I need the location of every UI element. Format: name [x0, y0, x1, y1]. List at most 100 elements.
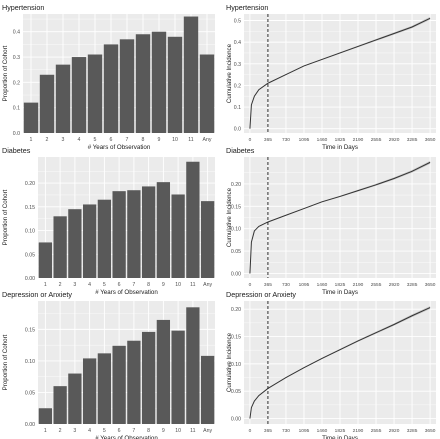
bar [97, 199, 112, 278]
bar [200, 355, 215, 424]
y-tick-label: 0.15 [25, 327, 35, 333]
bar [55, 64, 71, 133]
x-tick-label: 7 [126, 137, 129, 143]
x-tick-label: Any [203, 282, 212, 288]
chart-title: Hypertension [2, 3, 44, 12]
chart-title: Hypertension [226, 3, 268, 12]
y-tick-label: 0.00 [25, 422, 35, 428]
bar [167, 36, 183, 134]
series-line [249, 161, 431, 274]
x-tick-label: 5 [103, 282, 106, 288]
y-axis-label: Proportion of Cohort [2, 45, 9, 101]
x-tick-label: 0 [249, 282, 252, 288]
bar [87, 54, 103, 134]
x-tick-label: Any [203, 428, 212, 434]
y-tick-label: 0.05 [25, 390, 35, 396]
bar [82, 204, 97, 278]
bar [141, 331, 156, 424]
y-tick-label: 0.3 [234, 62, 241, 68]
x-axis-label: Time in Days [322, 144, 358, 151]
x-tick-label: 5 [103, 428, 106, 434]
bar [112, 345, 126, 424]
bar [151, 31, 167, 133]
x-tick-label: 365 [264, 282, 272, 288]
x-tick-label: 7 [132, 282, 135, 288]
y-axis-label: Cumulative Incidence [226, 187, 233, 247]
x-tick-label: 3 [73, 428, 76, 434]
x-tick-label: 9 [162, 282, 165, 288]
x-tick-label: 4 [78, 137, 81, 143]
y-axis-label: Cumulative Incidence [226, 43, 233, 103]
x-tick-label: 730 [282, 282, 290, 288]
y-tick-label: 0.00 [25, 276, 35, 282]
x-tick-label: 2920 [389, 428, 400, 434]
y-tick-label: 0.10 [25, 359, 35, 365]
chart-panel-4: Diabetes 0.00 0.05 0.10 0.15 0.20 0 365 730 1095 1… [226, 146, 436, 296]
chart-title: Diabetes [226, 146, 255, 155]
x-tick-label: 3285 [407, 137, 418, 143]
bar [186, 307, 200, 424]
x-axis-label: # Years of Observation [95, 435, 158, 439]
y-tick-label: 0.20 [25, 181, 35, 187]
x-tick-label: 2920 [389, 282, 400, 288]
x-tick-label: 3650 [425, 428, 436, 434]
x-tick-label: 2 [46, 137, 49, 143]
y-tick-label: 0.2 [13, 80, 20, 86]
y-tick-label: 0.05 [231, 249, 241, 255]
plot-background [38, 301, 215, 424]
y-tick-label: 0.4 [13, 30, 20, 36]
y-tick-label: 0.05 [25, 252, 35, 258]
x-tick-label: 730 [282, 137, 290, 143]
x-tick-label: 1825 [335, 137, 346, 143]
bar [71, 57, 87, 133]
x-tick-label: 0 [249, 137, 252, 143]
bar [156, 319, 171, 424]
plot-background [38, 157, 215, 278]
series-line [249, 307, 431, 419]
x-tick-label: 11 [190, 428, 195, 434]
bar [156, 182, 171, 278]
bar [135, 34, 151, 133]
x-tick-label: 365 [264, 428, 272, 434]
x-tick-label: 1095 [299, 282, 310, 288]
x-tick-label: Any [203, 137, 212, 143]
chart-panel-5: Depression or Anxiety 0.00 0.05 0.10 0.15 1 2 3… [2, 290, 215, 439]
bar [127, 340, 141, 424]
bar [200, 201, 215, 278]
x-tick-label: 2920 [389, 137, 400, 143]
x-tick-label: 10 [175, 428, 181, 434]
x-tick-label: 3650 [425, 282, 436, 288]
x-tick-label: 2190 [353, 137, 364, 143]
x-tick-label: 3 [73, 282, 76, 288]
chart-title: Depression or Anxiety [2, 290, 72, 299]
x-axis-label: # Years of Observation [95, 289, 158, 296]
x-tick-label: 8 [142, 137, 145, 143]
bar [53, 386, 67, 424]
x-tick-label: 6 [110, 137, 113, 143]
bar [141, 186, 156, 278]
x-tick-label: 1 [44, 428, 47, 434]
bar [112, 191, 126, 278]
bar [68, 373, 82, 424]
bar [119, 39, 135, 133]
x-tick-label: 6 [118, 428, 121, 434]
x-tick-label: 365 [264, 137, 272, 143]
y-tick-label: 0.2 [234, 83, 241, 89]
bar [68, 209, 82, 278]
y-tick-label: 0.0 [234, 127, 241, 133]
x-tick-label: 8 [147, 428, 150, 434]
y-tick-label: 0.20 [231, 307, 241, 313]
bar [127, 190, 141, 278]
bar [171, 330, 185, 424]
confidence-band [249, 16, 431, 129]
chart-panel-6: Depression or Anxiety 0.00 0.05 0.10 0.15 0.2… [226, 290, 436, 439]
x-tick-label: 9 [162, 428, 165, 434]
series-line [249, 17, 431, 129]
y-tick-label: 0.1 [234, 105, 241, 111]
bar [38, 242, 53, 278]
x-axis-label: # Years of Observation [88, 144, 151, 151]
x-tick-label: 1825 [335, 428, 346, 434]
y-tick-label: 0.4 [234, 40, 241, 46]
x-tick-label: 8 [147, 282, 150, 288]
x-tick-label: 2 [59, 428, 62, 434]
